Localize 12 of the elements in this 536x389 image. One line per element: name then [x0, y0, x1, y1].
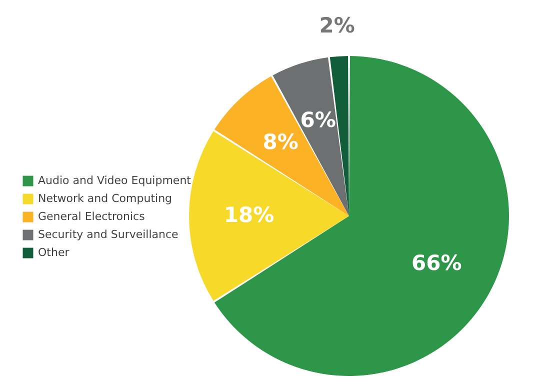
pie-slice	[214, 56, 509, 376]
legend-label: Other	[38, 246, 70, 259]
data-label: 18%	[224, 203, 274, 227]
data-label: 6%	[300, 108, 336, 132]
pie-slice	[189, 131, 349, 301]
data-label: 2%	[319, 13, 355, 38]
data-label: 8%	[262, 130, 298, 154]
legend-label: Audio and Video Equipment	[38, 174, 192, 187]
data-label: 66%	[412, 251, 462, 276]
legend-label: General Electronics	[38, 210, 146, 223]
legend-label: Security and Surveillance	[38, 228, 179, 241]
legend-label: Network and Computing	[38, 192, 172, 205]
